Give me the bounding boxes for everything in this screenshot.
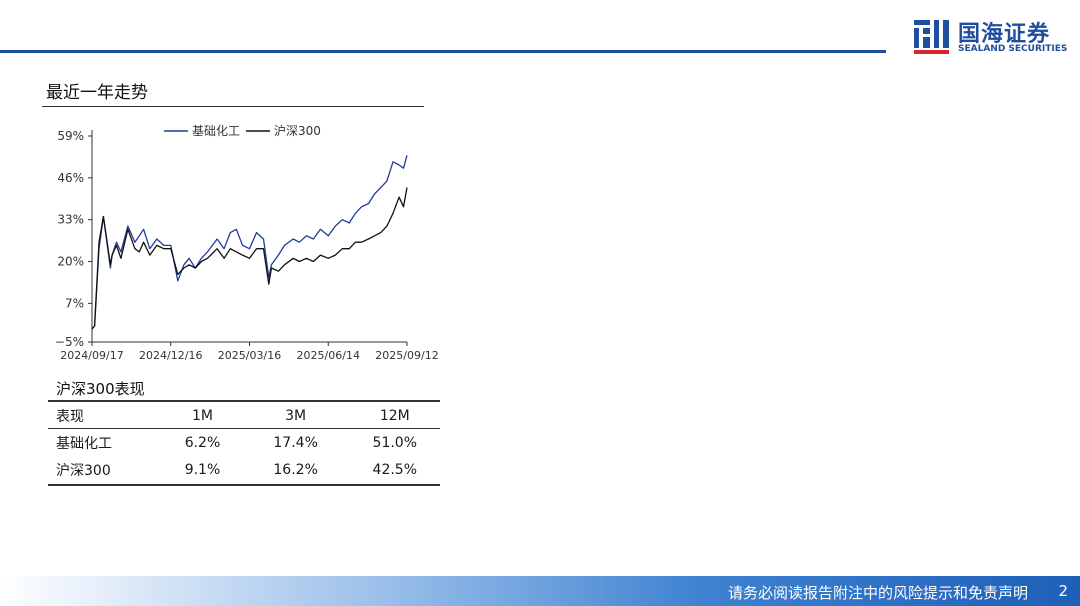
brand-logo: 国海证券 SEALAND SECURITIES [912,16,1072,56]
table-header-rule [48,428,440,429]
table-top-rule [48,400,440,402]
footer-disclaimer: 请务必阅读报告附注中的风险提示和免责声明 [727,584,1028,602]
line-chart: −5% 7% 20% 33% 46% 59% 2024/09/17 2024/12/16 202… [55,124,439,362]
y-tick-label: 46% [57,171,84,185]
table-cell: 51.0% [372,434,418,451]
table-header-cell: 3M [285,407,307,424]
x-tick-label: 2025/06/14 [297,349,360,362]
x-tick-label: 2024/12/16 [139,349,202,362]
table-title: 沪深300表现 [56,380,145,398]
table-row: 基础化工 6.2% 17.4% 51.0% [48,429,440,456]
y-tick-label: 7% [65,296,84,310]
table-row: 沪深300 9.1% 16.2% 42.5% [48,456,440,483]
table-bottom-rule [48,484,440,486]
y-tick-label: 33% [57,213,84,227]
brand-name-cn: 国海证券 [958,22,1051,47]
y-tick-label: 59% [57,129,84,143]
brand-name-en: SEALAND SECURITIES [958,44,1068,54]
x-tick-label: 2025/03/16 [218,349,281,362]
table-header-cell: 12M [379,407,410,424]
table-cell: 沪深300 [56,462,111,479]
page-number: 2 [1058,582,1068,600]
table-header-cell: 表现 [56,408,84,425]
header-rule [0,50,886,53]
table-header-cell: 1M [191,407,213,424]
y-tick-label: 20% [57,255,84,269]
table-cell: 16.2% [273,461,318,478]
x-tick-label: 2024/09/17 [60,349,123,362]
x-tick-label: 2025/09/12 [375,349,438,362]
table-cell: 基础化工 [56,435,112,452]
table-cell: 9.1% [184,461,221,478]
y-tick-label: −5% [55,335,84,349]
legend-label: 沪深300 [274,124,321,138]
legend-label: 基础化工 [192,124,240,138]
series-line-1 [91,155,408,330]
performance-table: 表现 1M 3M 12M 基础化工 6.2% 17.4% 51.0% 沪深300… [48,402,440,483]
footer-bar: 请务必阅读报告附注中的风险提示和免责声明 2 [0,576,1080,606]
table-header-row: 表现 1M 3M 12M [48,402,440,429]
chart-title-rule [42,106,424,107]
table-cell: 42.5% [372,461,418,478]
table-cell: 6.2% [184,434,221,451]
series-line-2 [91,187,408,330]
sealand-logo-icon [914,20,949,54]
chart-title: 最近一年走势 [46,83,148,103]
table-cell: 17.4% [273,434,318,451]
